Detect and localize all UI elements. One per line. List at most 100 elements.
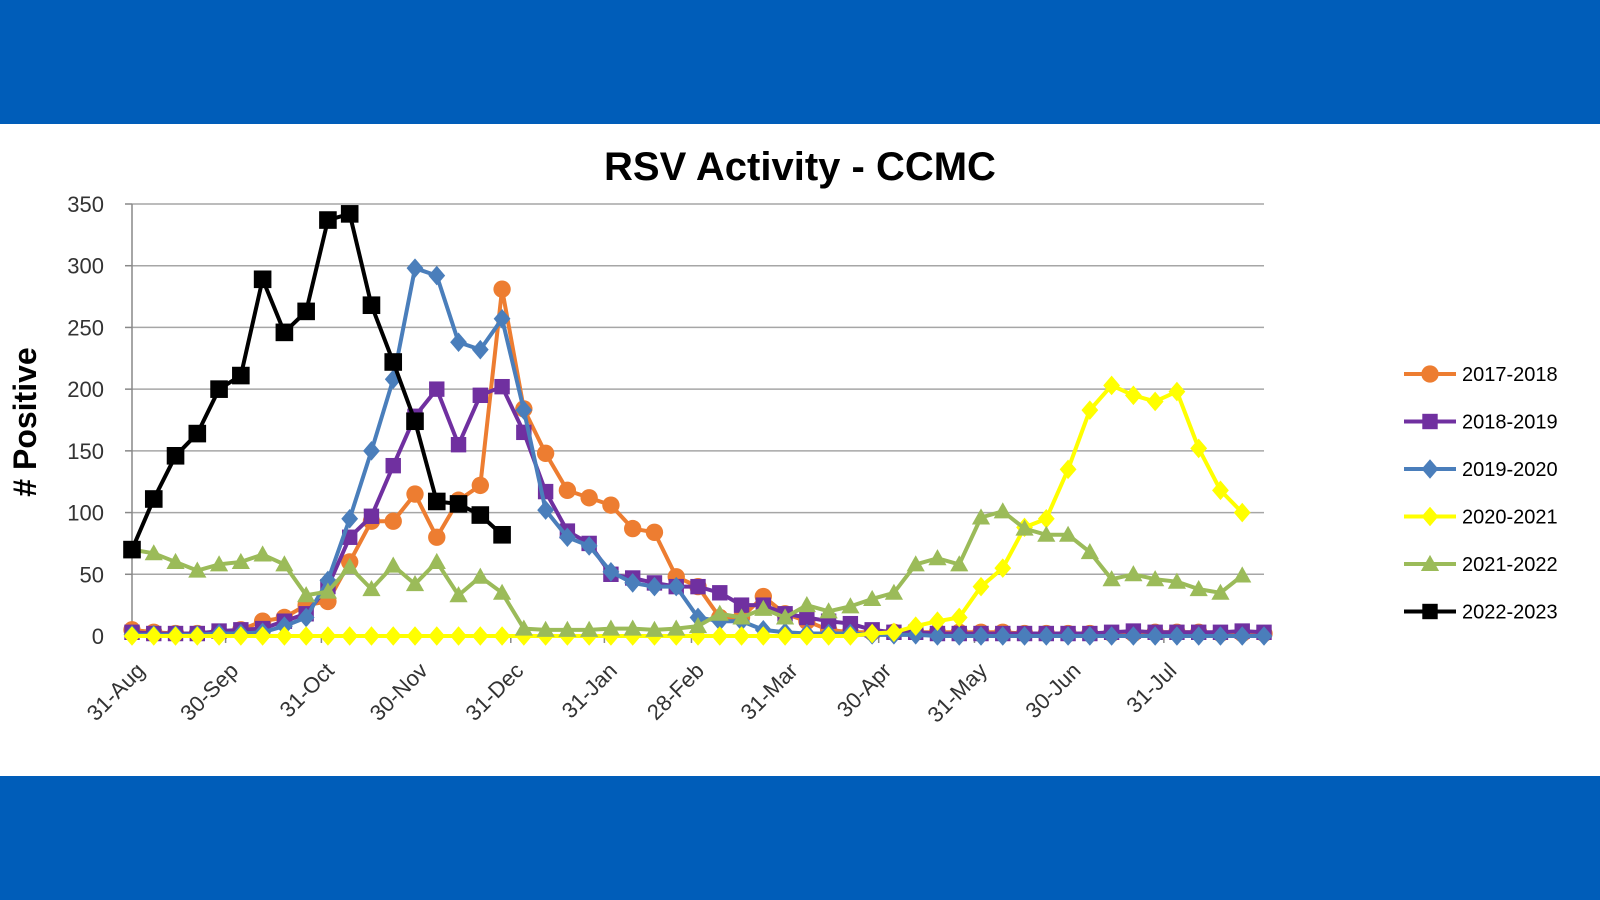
y-tick-label: 150: [67, 439, 104, 464]
series-2021-2022: [122, 502, 1252, 637]
data-point: [1037, 525, 1056, 542]
legend-label: 2019-2020: [1462, 459, 1558, 481]
data-point: [471, 339, 489, 360]
data-point: [493, 280, 511, 298]
series-2018-2019: [124, 378, 1272, 642]
data-point: [1146, 570, 1165, 587]
rsv-line-chart: RSV Activity - CCMC # Positive 0 50 100 150…: [7, 145, 1558, 728]
data-point: [690, 578, 706, 595]
data-point: [384, 512, 402, 530]
data-point: [1059, 626, 1077, 646]
top-blue-band: [0, 0, 1600, 124]
data-point: [885, 622, 903, 643]
data-point: [712, 585, 728, 601]
data-point: [1124, 565, 1143, 582]
series-lines: [122, 205, 1273, 646]
data-point: [297, 586, 316, 603]
data-point: [493, 525, 511, 544]
legend-marker: [1420, 554, 1440, 571]
legend-label: 2021-2022: [1462, 554, 1558, 576]
data-point: [319, 211, 337, 229]
data-point: [406, 258, 424, 278]
data-point: [602, 562, 620, 582]
data-point: [1212, 480, 1229, 501]
data-point: [166, 552, 185, 569]
data-point: [449, 586, 468, 603]
data-point: [645, 523, 664, 541]
data-point: [209, 555, 229, 572]
axes: [125, 203, 1264, 643]
data-point: [536, 620, 555, 637]
data-point: [754, 599, 773, 616]
data-point: [1255, 626, 1273, 646]
data-point: [558, 527, 576, 548]
data-point: [1168, 381, 1186, 402]
data-point: [624, 519, 642, 538]
data-point: [558, 620, 577, 637]
data-point: [1124, 385, 1142, 406]
data-point: [471, 567, 490, 584]
data-point: [188, 424, 207, 443]
data-point: [144, 490, 163, 508]
data-point: [427, 552, 446, 569]
series-2022-2023: [123, 205, 511, 559]
data-point: [907, 616, 925, 636]
data-point: [427, 492, 446, 511]
series-line-2021-2022: [131, 509, 1244, 632]
data-point: [580, 620, 599, 637]
data-point: [580, 536, 598, 556]
data-point: [971, 508, 991, 525]
data-point: [144, 544, 163, 561]
x-tick-labels: 31-Aug 30-Sep 31-Oct 30-Nov 31-Dec 31-Jan 28-F…: [82, 658, 1182, 728]
y-tick-label: 200: [67, 377, 104, 402]
data-point: [449, 495, 468, 513]
legend: 2017-2018 2018-2019 2019-2020 2020-2021 2021…: [1404, 364, 1558, 624]
data-point: [558, 481, 577, 500]
legend-label: 2022-2023: [1462, 602, 1558, 624]
legend-entry-2019-2020: 2019-2020: [1404, 459, 1558, 481]
data-point: [710, 604, 729, 621]
data-point: [363, 626, 380, 646]
data-point: [297, 302, 315, 321]
data-point: [667, 619, 686, 636]
data-point: [928, 549, 947, 566]
data-point: [494, 378, 510, 395]
data-point: [363, 508, 380, 524]
data-point: [515, 400, 533, 420]
data-point: [906, 555, 925, 572]
data-point: [318, 582, 338, 599]
x-tick-label: 31-Aug: [82, 658, 150, 726]
data-point: [950, 607, 968, 628]
x-tick-label: 30-Sep: [175, 658, 243, 726]
legend-entry-2018-2019: 2018-2019: [1404, 412, 1558, 434]
data-point: [929, 611, 946, 631]
data-point: [776, 626, 794, 646]
series-line-2020-2021: [132, 383, 1244, 638]
data-point: [1015, 519, 1034, 536]
legend-entry-2022-2023: 2022-2023: [1404, 602, 1558, 624]
legend-label: 2020-2021: [1462, 507, 1558, 529]
data-point: [450, 626, 467, 646]
data-point: [841, 597, 860, 614]
data-point: [1233, 502, 1251, 523]
data-point: [1103, 375, 1121, 396]
data-point: [537, 500, 555, 520]
data-point: [646, 576, 663, 597]
data-point: [1211, 583, 1230, 600]
data-point: [406, 626, 424, 646]
data-point: [493, 626, 511, 646]
data-point: [275, 555, 294, 572]
bottom-blue-band: [0, 776, 1600, 900]
data-point: [406, 485, 424, 503]
data-point: [166, 446, 185, 465]
x-tick-label: 31-Dec: [460, 658, 528, 726]
data-point: [667, 576, 685, 597]
data-point: [624, 573, 642, 593]
data-point: [733, 597, 750, 613]
y-tick-label: 50: [80, 562, 104, 587]
data-point: [384, 556, 403, 573]
x-tick-label: 31-May: [922, 658, 992, 728]
data-point: [428, 265, 446, 286]
data-point: [842, 615, 859, 632]
data-point: [732, 608, 751, 625]
